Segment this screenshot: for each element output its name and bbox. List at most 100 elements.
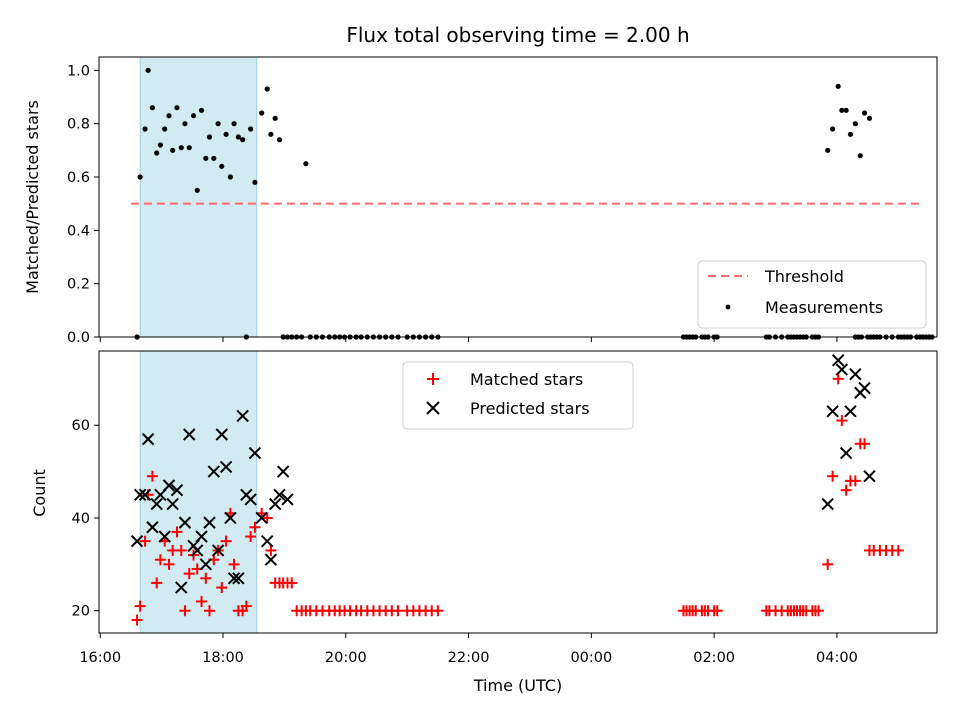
predicted-star-point: [273, 488, 286, 501]
matched-star-point: [200, 572, 212, 584]
predicted-star-point: [211, 544, 225, 557]
measurement-point: [182, 121, 188, 127]
measurement-point: [142, 126, 148, 132]
x-tick-label: 20:00: [325, 650, 367, 666]
bottom-y-tick-label: 60: [72, 418, 90, 434]
measurement-point: [389, 334, 395, 340]
predicted-star-point: [178, 516, 192, 529]
predicted-star-point: [141, 432, 155, 446]
predicted-star-point: [858, 381, 871, 395]
measurement-point: [926, 334, 932, 340]
measurement-point: [714, 334, 720, 340]
measurement-point: [825, 147, 831, 153]
matched-star-point: [813, 605, 825, 617]
measurement-point: [332, 334, 338, 340]
predicted-star-point: [215, 428, 228, 441]
measurement-point: [326, 334, 332, 340]
top-y-tick-label: 0.6: [67, 170, 90, 186]
predicted-star-point: [244, 493, 257, 506]
predicted-star-point: [261, 534, 274, 548]
measurement-point: [240, 137, 246, 143]
matched-star-point: [154, 554, 166, 566]
predicted-star-point: [175, 581, 188, 594]
matched-star-point: [220, 535, 232, 547]
measurement-point: [857, 153, 863, 159]
bottom-panel-shaded-interval: [139, 350, 258, 634]
predicted-star-point: [203, 516, 216, 529]
x-tick-label: 22:00: [448, 650, 490, 666]
predicted-star-point: [219, 460, 233, 474]
predicted-star-point: [255, 511, 268, 525]
matched-star-point: [711, 605, 723, 617]
measurement-point: [203, 155, 209, 161]
predicted-star-point: [162, 479, 176, 492]
predicted-star-point: [146, 521, 159, 534]
top-panel-frame: [98, 56, 938, 338]
measurement-point: [404, 334, 410, 340]
predicted-star-point: [166, 497, 179, 511]
measurement-point: [347, 334, 353, 340]
measurement-point: [313, 334, 319, 340]
legend-predicted-swatch: [426, 401, 440, 415]
measurement-point: [705, 334, 711, 340]
measurement-point: [259, 110, 265, 116]
measurement-point: [248, 126, 254, 132]
chart-title: Flux total observing time = 2.00 h: [346, 23, 689, 47]
measurement-points: [134, 67, 935, 340]
measurement-point: [264, 86, 270, 92]
matched-star-point: [832, 373, 844, 385]
bottom-y-tick-label: 40: [72, 511, 90, 527]
measurement-point: [206, 134, 213, 140]
measurement-point: [370, 334, 377, 340]
measurement-point: [779, 334, 785, 340]
measurement-point: [364, 334, 370, 340]
matched-star-point: [392, 605, 404, 617]
measurement-point: [353, 334, 359, 340]
measurement-point: [766, 334, 773, 340]
measurement-point: [847, 131, 854, 137]
measurement-point: [395, 334, 401, 340]
matched-star-point: [131, 614, 143, 626]
measurement-point: [298, 334, 305, 340]
measurement-point: [803, 334, 809, 340]
legend-matched-label: Matched stars: [470, 370, 583, 389]
measurement-point: [198, 107, 205, 113]
measurement-point: [166, 113, 172, 119]
measurement-point: [162, 126, 168, 132]
x-tick-label: 00:00: [570, 650, 612, 666]
measurement-point: [284, 334, 291, 340]
matched-star-point: [228, 558, 240, 570]
matched-star-point: [179, 605, 191, 617]
matched-star-point: [836, 415, 848, 427]
predicted-star-point: [831, 354, 845, 367]
matched-star-point: [827, 470, 839, 482]
predicted-star-point: [232, 572, 245, 585]
measurement-point: [358, 334, 364, 340]
matched-star-point: [432, 605, 444, 617]
measurement-point: [215, 121, 221, 127]
bottom-legend: Matched stars Predicted stars: [402, 361, 634, 430]
predicted-star-point: [236, 409, 249, 423]
predicted-star-points: [130, 354, 876, 594]
matched-star-points: [131, 373, 904, 626]
bottom-panel-y-axis-label: Count: [30, 469, 49, 517]
measurement-point: [815, 334, 822, 340]
measurement-point: [227, 174, 233, 180]
measurement-point: [243, 334, 249, 340]
predicted-star-point: [826, 405, 839, 418]
top-panel: 0.0 0.2 0.4 0.6 0.8 1.0 Matched/Predicted sta…: [23, 56, 938, 346]
measurement-point: [877, 334, 883, 340]
bottom-panel: 20 40 60 16:00 18:00 20:00 22:00 00:00 02:00 04:…: [30, 350, 938, 695]
measurement-point: [376, 334, 383, 340]
predicted-star-point: [170, 483, 184, 497]
top-panel-y-ticks: 0.0 0.2 0.4 0.6 0.8 1.0: [67, 63, 99, 346]
predicted-star-point: [821, 497, 834, 511]
measurement-point: [170, 147, 176, 153]
predicted-star-point: [158, 530, 171, 543]
measurement-point: [276, 137, 283, 143]
matched-star-point: [134, 600, 146, 612]
x-tick-label: 02:00: [693, 650, 735, 666]
matched-star-point: [249, 521, 261, 533]
measurement-point: [423, 334, 429, 340]
measurement-point: [866, 115, 873, 121]
